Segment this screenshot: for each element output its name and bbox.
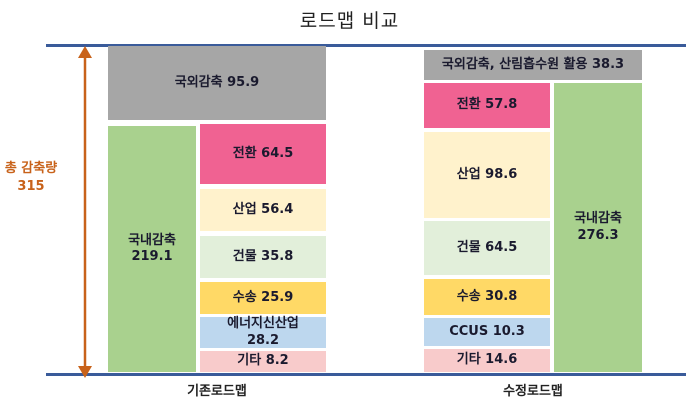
bar-label: 전환 57.8 (456, 97, 518, 113)
bar-label: 기타 14.6 (456, 352, 518, 368)
bar-revised-transport: 수송 30.8 (424, 279, 550, 315)
bar-label: 산업 98.6 (456, 166, 518, 182)
bar-label: 국외감축 95.9 (174, 74, 260, 90)
bar-revised-domestic: 국내감축 276.3 (554, 83, 642, 372)
bar-revised-power: 전환 57.8 (424, 83, 550, 128)
bar-label: 수송 25.9 (232, 289, 294, 305)
bar-label: 에너지신산업 (227, 316, 299, 332)
bar-original-new-energy: 에너지신산업 28.2 (200, 316, 326, 348)
bar-label: 전환 64.5 (232, 145, 294, 161)
bar-value: 219.1 (131, 249, 173, 264)
column-label-original: 기존로드맵 (187, 384, 247, 399)
chart-title: 로드맵 비교 (299, 10, 400, 32)
bar-original-transport: 수송 25.9 (200, 282, 326, 314)
bar-label: 기타 8.2 (237, 353, 289, 369)
bar-value: 28.2 (246, 332, 280, 348)
bar-revised-overseas: 국외감축, 산림흡수원 활용 38.3 (424, 50, 642, 80)
bar-label: 수송 30.8 (456, 288, 518, 304)
bar-label: 건물 64.5 (456, 239, 518, 255)
bar-original-industry: 산업 56.4 (200, 189, 326, 231)
bar-label: 국내감축 (128, 232, 176, 248)
bar-label: 산업 56.4 (232, 201, 294, 217)
column-label-revised: 수정로드맵 (503, 384, 563, 399)
bar-label: 국외감축, 산림흡수원 활용 38.3 (441, 56, 625, 72)
total-arrow-icon (78, 46, 92, 378)
bar-original-overseas: 국외감축 95.9 (108, 46, 326, 120)
bottom-axis-line (46, 373, 686, 376)
top-axis-line (46, 44, 686, 47)
bar-label: 건물 35.8 (232, 248, 294, 264)
bar-revised-building: 건물 64.5 (424, 221, 550, 275)
bar-revised-ccus: CCUS 10.3 (424, 318, 550, 346)
bar-label: CCUS 10.3 (449, 323, 525, 339)
total-label-text: 총 감축량 (4, 161, 58, 176)
bar-original-power: 전환 64.5 (200, 124, 326, 184)
bar-original-other: 기타 8.2 (200, 351, 326, 372)
total-label-value: 315 (17, 178, 45, 194)
bar-label: 국내감축 (574, 211, 622, 227)
bar-revised-other: 기타 14.6 (424, 349, 550, 372)
bar-revised-industry: 산업 98.6 (424, 132, 550, 218)
bar-value: 276.3 (577, 227, 619, 243)
bar-original-domestic: 국내감축 219.1 (108, 126, 196, 372)
bar-original-building: 건물 35.8 (200, 236, 326, 278)
total-reduction-label: 총 감축량 315 (0, 160, 62, 195)
